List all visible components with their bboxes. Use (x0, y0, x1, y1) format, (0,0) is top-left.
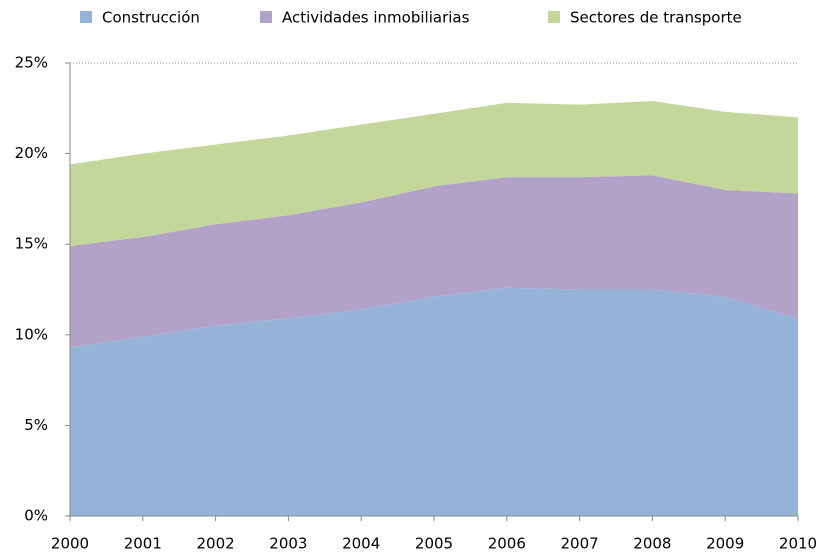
legend-swatch (260, 11, 272, 23)
x-tick-label: 2008 (633, 535, 671, 553)
y-tick-label: 10% (15, 325, 48, 343)
x-tick-label: 2003 (269, 535, 307, 553)
x-tick-label: 2007 (561, 535, 599, 553)
y-tick-label: 5% (24, 416, 48, 434)
x-tick-label: 2001 (124, 535, 162, 553)
legend-label: Sectores de transporte (570, 9, 742, 27)
legend-label: Actividades inmobiliarias (282, 9, 470, 27)
legend-swatch (80, 11, 92, 23)
x-tick-label: 2005 (415, 535, 453, 553)
y-tick-label: 0% (24, 507, 48, 525)
y-tick-label: 20% (15, 144, 48, 162)
area (70, 175, 798, 348)
x-tick-label: 2002 (197, 535, 235, 553)
area (70, 287, 798, 516)
legend-label: Construcción (102, 9, 200, 27)
x-tick-label: 2006 (488, 535, 526, 553)
x-tick-label: 2000 (51, 535, 89, 553)
x-tick-label: 2010 (779, 535, 817, 553)
area (70, 101, 798, 247)
x-tick-label: 2004 (342, 535, 380, 553)
y-tick-label: 15% (15, 235, 48, 253)
legend-swatch (548, 11, 560, 23)
x-tick-label: 2009 (706, 535, 744, 553)
y-tick-label: 25% (15, 54, 48, 72)
